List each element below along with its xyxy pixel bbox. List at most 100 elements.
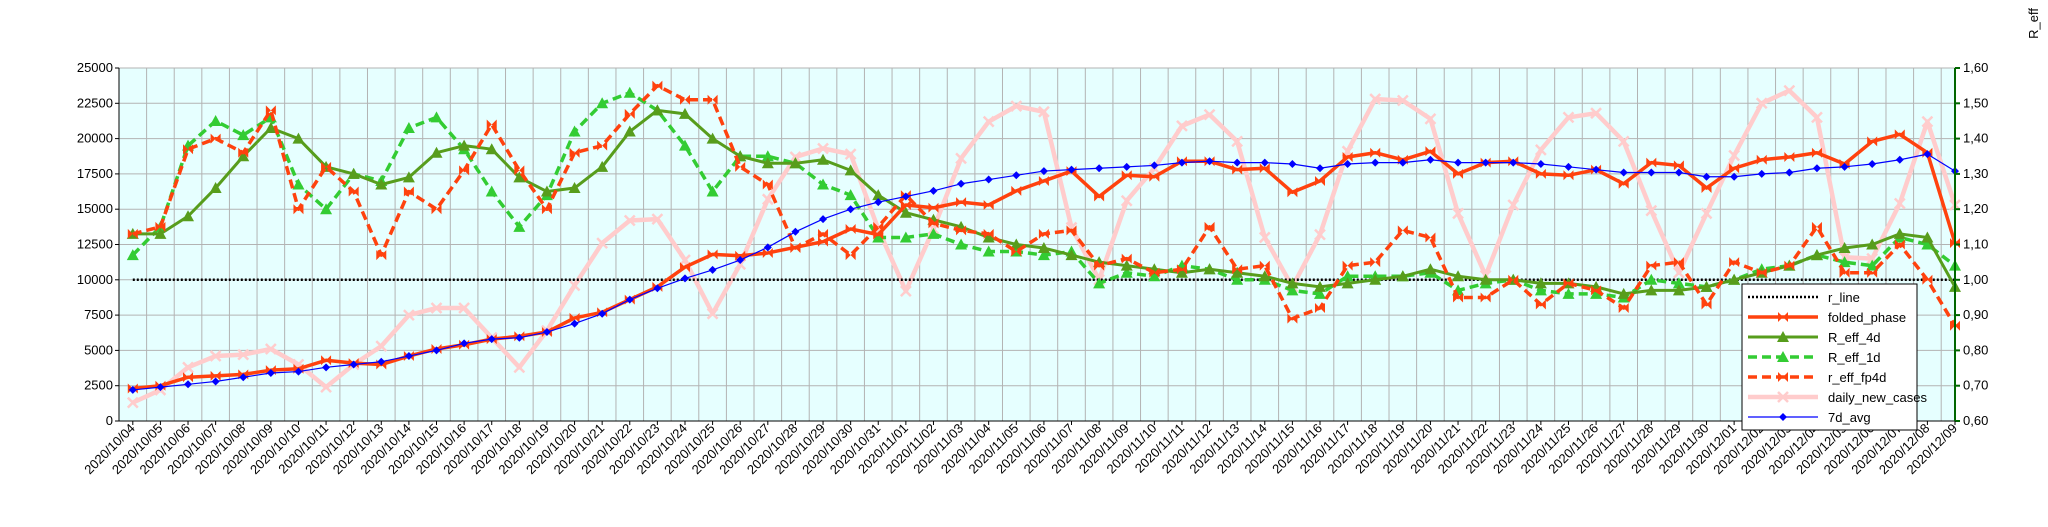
- legend-item-daily_new_cases: daily_new_cases: [1748, 390, 1928, 405]
- point-R_eff_1d: [706, 185, 719, 197]
- point-7d_avg: [349, 360, 358, 369]
- legend-item-folded_phase: folded_phase: [1748, 310, 1906, 325]
- point-r_eff_fp4d: [1535, 299, 1546, 310]
- point-folded_phase: [679, 262, 690, 273]
- point-folded_phase: [183, 372, 194, 383]
- point-daily_new_cases: [568, 279, 581, 292]
- point-7d_avg: [1398, 158, 1407, 167]
- point-R_eff_4d: [513, 171, 526, 183]
- point-folded_phase: [1756, 154, 1767, 165]
- point-R_eff_4d: [1203, 263, 1216, 275]
- point-r_eff_fp4d: [155, 221, 166, 232]
- point-7d_avg: [1647, 168, 1656, 177]
- point-R_eff_1d: [1838, 256, 1851, 268]
- right-tick-label: 0,80: [1963, 342, 1988, 357]
- point-R_eff_4d: [844, 164, 857, 176]
- point-folded_phase: [818, 236, 829, 247]
- point-r_eff_fp4d: [1839, 267, 1850, 278]
- point-R_eff_4d: [209, 182, 222, 194]
- point-daily_new_cases: [458, 302, 470, 314]
- point-r_eff_fp4d: [707, 94, 718, 105]
- point-daily_new_cases: [209, 350, 222, 362]
- point-folded_phase: [1535, 168, 1546, 179]
- point-R_eff_4d: [1231, 266, 1244, 278]
- point-7d_avg: [929, 186, 938, 195]
- right-axis-label: R_eff: [2026, 8, 2041, 39]
- point-daily_new_cases: [1783, 84, 1796, 97]
- point-R_eff_4d: [1672, 284, 1685, 296]
- point-daily_new_cases: [1811, 111, 1823, 124]
- point-daily_new_cases: [1755, 97, 1768, 110]
- point-r_eff_fp4d: [1867, 267, 1878, 278]
- point-daily_new_cases: [1893, 197, 1906, 210]
- point-R_eff_4d: [1838, 242, 1851, 254]
- point-folded_phase: [1149, 171, 1160, 182]
- point-R_eff_4d: [402, 171, 415, 183]
- point-folded_phase: [1894, 129, 1905, 140]
- point-R_eff_4d: [789, 157, 802, 169]
- point-7d_avg: [1454, 158, 1463, 167]
- point-r_eff_fp4d: [597, 140, 608, 151]
- right-tick-label: 1,40: [1963, 131, 1988, 146]
- point-R_eff_4d: [1286, 277, 1299, 289]
- point-7d_avg: [1039, 167, 1048, 176]
- point-daily_new_cases: [651, 213, 664, 225]
- point-R_eff_4d: [540, 185, 553, 197]
- point-R_eff_1d: [1313, 287, 1326, 299]
- point-R_eff_4d: [817, 153, 830, 165]
- point-R_eff_1d: [1341, 270, 1354, 282]
- series-daily_new_cases: [126, 84, 1961, 409]
- point-R_eff_1d: [1037, 249, 1050, 261]
- point-7d_avg: [1868, 160, 1877, 169]
- point-7d_avg: [1812, 164, 1821, 173]
- point-7d_avg: [1315, 164, 1324, 173]
- point-folded_phase: [1038, 175, 1049, 186]
- point-daily_new_cases: [955, 152, 967, 165]
- point-R_eff_4d: [899, 206, 912, 218]
- point-daily_new_cases: [1645, 204, 1658, 217]
- point-daily_new_cases: [264, 343, 277, 355]
- right-tick-label: 1,30: [1963, 166, 1988, 181]
- point-R_eff_1d: [761, 150, 774, 162]
- point-r_eff_fp4d: [238, 147, 249, 158]
- point-folded_phase: [1314, 175, 1325, 186]
- legend-item-R_eff_4d: R_eff_4d: [1748, 330, 1881, 345]
- point-r_eff_fp4d: [1618, 303, 1629, 314]
- point-R_eff_1d: [982, 245, 995, 257]
- point-R_eff_1d: [872, 231, 885, 243]
- point-R_eff_4d: [872, 189, 885, 201]
- point-r_eff_fp4d: [1563, 278, 1574, 289]
- point-daily_new_cases: [1562, 111, 1575, 124]
- point-r_eff_fp4d: [1176, 264, 1187, 275]
- point-daily_new_cases: [1700, 207, 1713, 220]
- point-daily_new_cases: [1921, 115, 1934, 128]
- point-folded_phase: [1453, 168, 1464, 179]
- right-tick-label: 0,90: [1963, 307, 1988, 322]
- point-R_eff_4d: [1452, 270, 1465, 282]
- point-7d_avg: [708, 265, 717, 274]
- right-tick-label: 1,00: [1963, 272, 1988, 287]
- point-daily_new_cases: [1617, 135, 1630, 148]
- point-folded_phase: [845, 223, 856, 234]
- point-r_eff_fp4d: [1701, 299, 1712, 310]
- point-R_eff_4d: [1258, 270, 1271, 282]
- right-tick-label: 0,70: [1963, 378, 1988, 393]
- point-R_eff_1d: [955, 238, 968, 250]
- point-7d_avg: [1150, 161, 1159, 170]
- point-daily_new_cases: [899, 285, 912, 297]
- point-R_eff_1d: [623, 86, 636, 98]
- point-folded_phase: [928, 202, 939, 213]
- point-r_eff_fp4d: [762, 179, 773, 190]
- point-R_eff_4d: [1424, 263, 1437, 275]
- point-R_eff_4d: [982, 231, 995, 243]
- point-R_eff_4d: [1810, 249, 1823, 261]
- left-tick-label: 10000: [77, 272, 113, 287]
- point-R_eff_1d: [1866, 259, 1879, 271]
- left-tick-label: 17500: [77, 166, 113, 181]
- point-daily_new_cases: [1507, 199, 1520, 211]
- point-7d_avg: [1205, 157, 1214, 166]
- point-daily_new_cases: [126, 396, 139, 409]
- point-daily_new_cases: [1728, 149, 1741, 162]
- series-r_eff_fp4d: [127, 80, 1960, 331]
- right-tick-label: 1,20: [1963, 201, 1988, 216]
